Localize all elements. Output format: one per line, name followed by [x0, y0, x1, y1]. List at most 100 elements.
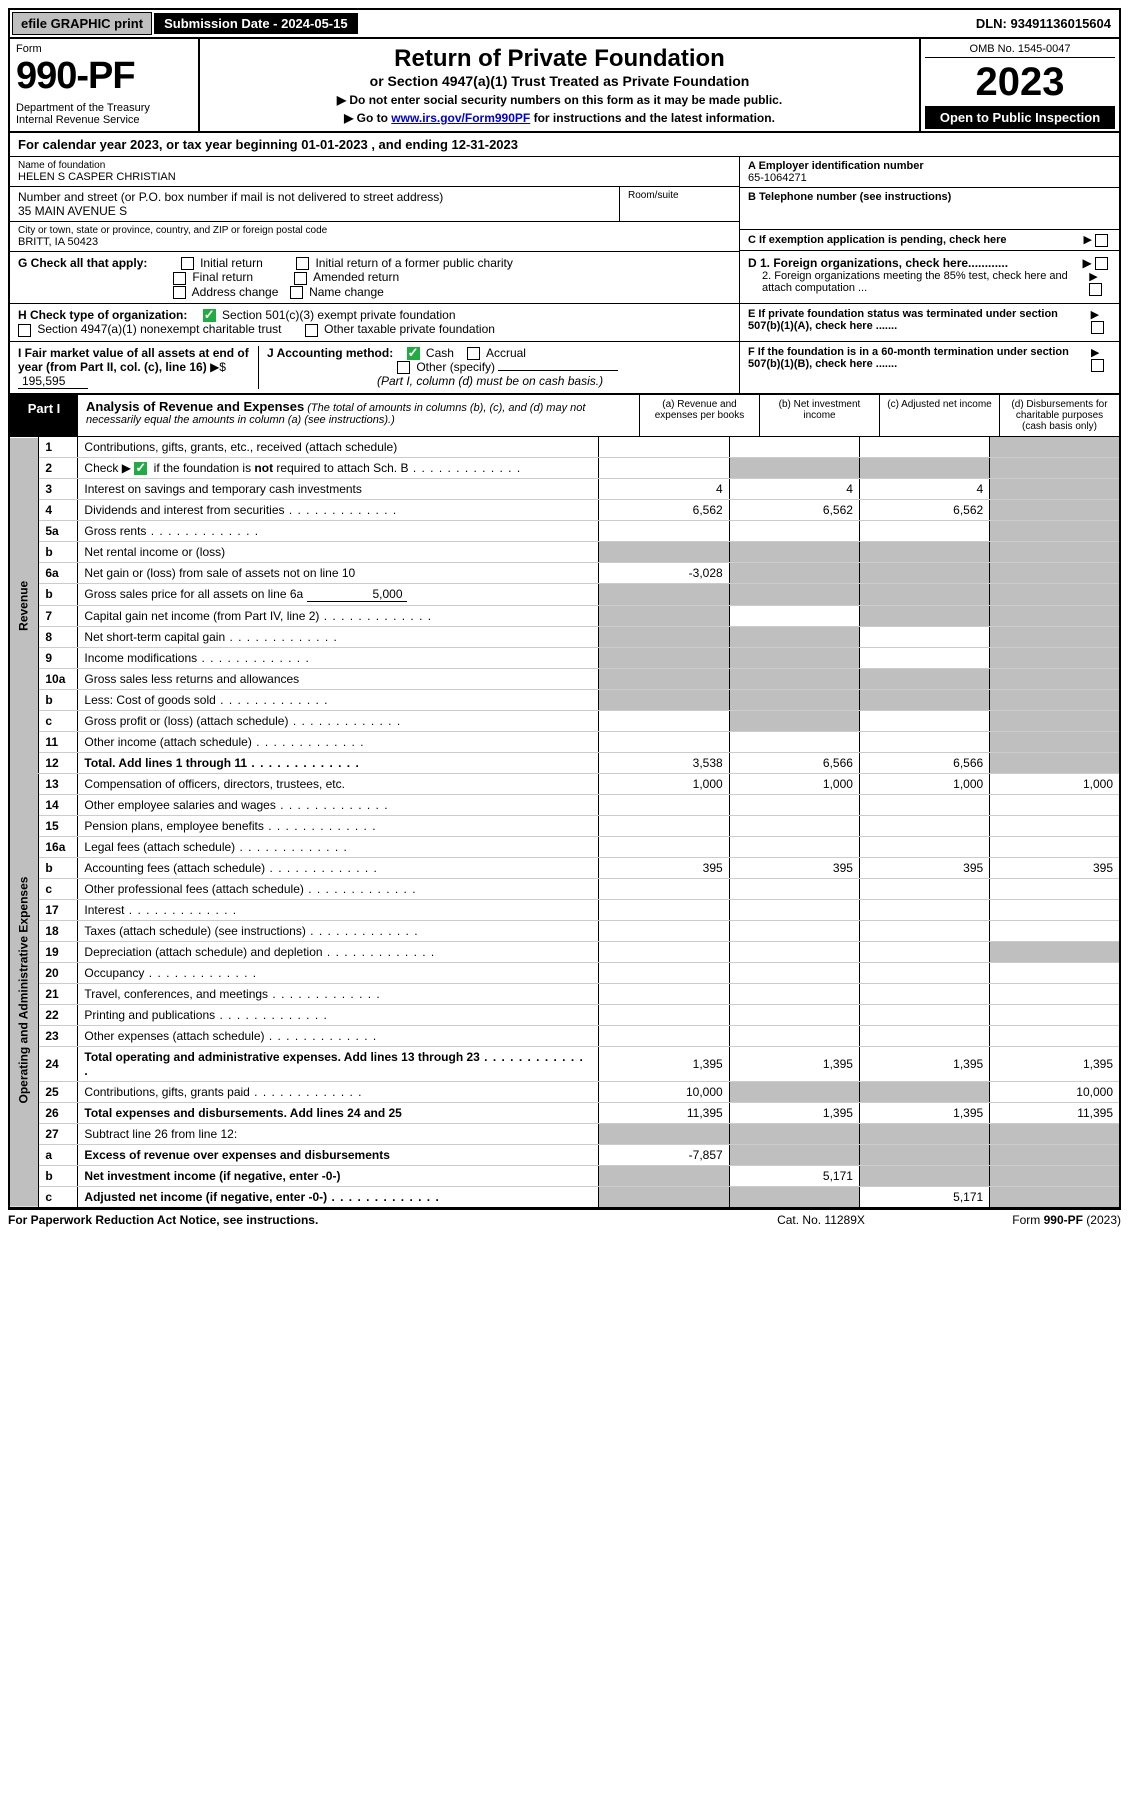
col-c-b — [859, 583, 989, 605]
table-row-14: 14 Other employee salaries and wages — [9, 794, 1120, 815]
line-num-11: 11 — [39, 731, 78, 752]
col-d-7 — [990, 605, 1120, 626]
dept-treasury: Department of the TreasuryInternal Reven… — [16, 102, 192, 126]
col-b-a — [729, 1144, 859, 1165]
exemption-checkbox[interactable] — [1095, 234, 1108, 247]
col-d-15 — [990, 815, 1120, 836]
g-opt-2: Address change — [192, 285, 279, 299]
address-change-checkbox[interactable] — [173, 286, 186, 299]
schb-checkbox[interactable] — [134, 462, 147, 475]
table-row-a: a Excess of revenue over expenses and di… — [9, 1144, 1120, 1165]
d2-checkbox[interactable] — [1089, 283, 1102, 296]
col-b-25 — [729, 1081, 859, 1102]
line-num-5a: 5a — [39, 520, 78, 541]
efile-print-button[interactable]: efile GRAPHIC print — [12, 12, 152, 35]
h-e-row: H Check type of organization: Section 50… — [8, 304, 1121, 342]
j-other-checkbox[interactable] — [397, 361, 410, 374]
part1-header: Part I Analysis of Revenue and Expenses … — [8, 395, 1121, 437]
table-row-23: 23 Other expenses (attach schedule) — [9, 1025, 1120, 1046]
d2-label: 2. Foreign organizations meeting the 85%… — [748, 270, 1089, 296]
h-501c3-checkbox[interactable] — [203, 309, 216, 322]
col-a-9 — [599, 647, 729, 668]
j-label: J Accounting method: — [267, 346, 393, 360]
col-c-16a — [859, 836, 989, 857]
table-row-b: b Net rental income or (loss) — [9, 541, 1120, 562]
col-b-6a — [729, 562, 859, 583]
d-section: D 1. Foreign organizations, check here..… — [739, 252, 1119, 303]
line-desc-7: Capital gain net income (from Part IV, l… — [78, 605, 599, 626]
col-c-27 — [859, 1123, 989, 1144]
ein-label: A Employer identification number — [748, 160, 1111, 172]
f-checkbox[interactable] — [1091, 359, 1104, 372]
col-b-14 — [729, 794, 859, 815]
col-d-23 — [990, 1025, 1120, 1046]
form-word: Form — [16, 43, 192, 55]
g-opt-1: Final return — [192, 270, 253, 284]
line-desc-1: Contributions, gifts, grants, etc., rece… — [78, 437, 599, 458]
h-other-checkbox[interactable] — [305, 324, 318, 337]
col-c-20 — [859, 962, 989, 983]
j-section: J Accounting method: Cash Accrual Other … — [258, 346, 731, 389]
line-desc-26: Total expenses and disbursements. Add li… — [78, 1102, 599, 1123]
line-num-18: 18 — [39, 920, 78, 941]
line-num-c: c — [39, 710, 78, 731]
table-row-21: 21 Travel, conferences, and meetings — [9, 983, 1120, 1004]
col-c-2 — [859, 457, 989, 478]
irs-link[interactable]: www.irs.gov/Form990PF — [391, 111, 530, 125]
col-b-3: 4 — [729, 478, 859, 499]
e-checkbox[interactable] — [1091, 321, 1104, 334]
h-4947-checkbox[interactable] — [18, 324, 31, 337]
info-grid: Name of foundation HELEN S CASPER CHRIST… — [8, 157, 1121, 252]
g-opt-5: Name change — [309, 285, 384, 299]
initial-return-checkbox[interactable] — [181, 257, 194, 270]
j-accrual-checkbox[interactable] — [467, 347, 480, 360]
ssn-note: ▶ Do not enter social security numbers o… — [208, 93, 911, 107]
name-change-checkbox[interactable] — [290, 286, 303, 299]
initial-former-checkbox[interactable] — [296, 257, 309, 270]
goto-pre: ▶ Go to — [344, 111, 391, 125]
final-return-checkbox[interactable] — [173, 272, 186, 285]
line-desc-b: Net rental income or (loss) — [78, 541, 599, 562]
table-row-12: 12 Total. Add lines 1 through 11 3,538 6… — [9, 752, 1120, 773]
line-desc-13: Compensation of officers, directors, tru… — [78, 773, 599, 794]
name-label: Name of foundation — [18, 160, 731, 171]
form-title: Return of Private Foundation — [208, 45, 911, 73]
room-suite-cell: Room/suite — [619, 187, 739, 221]
line-num-c: c — [39, 1186, 78, 1208]
submission-date: Submission Date - 2024-05-15 — [154, 13, 358, 34]
table-row-3: 3 Interest on savings and temporary cash… — [9, 478, 1120, 499]
col-d-a — [990, 1144, 1120, 1165]
col-a-23 — [599, 1025, 729, 1046]
form-subtitle: or Section 4947(a)(1) Trust Treated as P… — [208, 73, 911, 89]
col-d-head: (d) Disbursements for charitable purpose… — [999, 395, 1119, 436]
line-desc-8: Net short-term capital gain — [78, 626, 599, 647]
col-a-25: 10,000 — [599, 1081, 729, 1102]
line-desc-2: Check ▶ if the foundation is not require… — [78, 457, 599, 478]
line-desc-19: Depreciation (attach schedule) and deple… — [78, 941, 599, 962]
line-desc-15: Pension plans, employee benefits — [78, 815, 599, 836]
address-cell: Number and street (or P.O. box number if… — [10, 187, 619, 221]
revenue-side-label: Revenue — [9, 437, 39, 774]
i-arrow: ▶$ — [210, 360, 226, 374]
col-b-head: (b) Net investment income — [759, 395, 879, 436]
table-row-c: c Other professional fees (attach schedu… — [9, 878, 1120, 899]
h-opt2: Section 4947(a)(1) nonexempt charitable … — [37, 322, 281, 336]
open-public: Open to Public Inspection — [925, 106, 1115, 129]
d1-checkbox[interactable] — [1095, 257, 1108, 270]
col-b-17 — [729, 899, 859, 920]
table-row-18: 18 Taxes (attach schedule) (see instruct… — [9, 920, 1120, 941]
line-num-21: 21 — [39, 983, 78, 1004]
col-b-1 — [729, 437, 859, 458]
j-note: (Part I, column (d) must be on cash basi… — [377, 374, 603, 388]
table-row-27: 27 Subtract line 26 from line 12: — [9, 1123, 1120, 1144]
table-row-c: c Gross profit or (loss) (attach schedul… — [9, 710, 1120, 731]
j-cash-checkbox[interactable] — [407, 347, 420, 360]
table-row-9: 9 Income modifications — [9, 647, 1120, 668]
col-b-b: 395 — [729, 857, 859, 878]
table-row-25: 25 Contributions, gifts, grants paid 10,… — [9, 1081, 1120, 1102]
amended-return-checkbox[interactable] — [294, 272, 307, 285]
col-d-17 — [990, 899, 1120, 920]
line-desc-a: Excess of revenue over expenses and disb… — [78, 1144, 599, 1165]
col-d-21 — [990, 983, 1120, 1004]
line-desc-17: Interest — [78, 899, 599, 920]
